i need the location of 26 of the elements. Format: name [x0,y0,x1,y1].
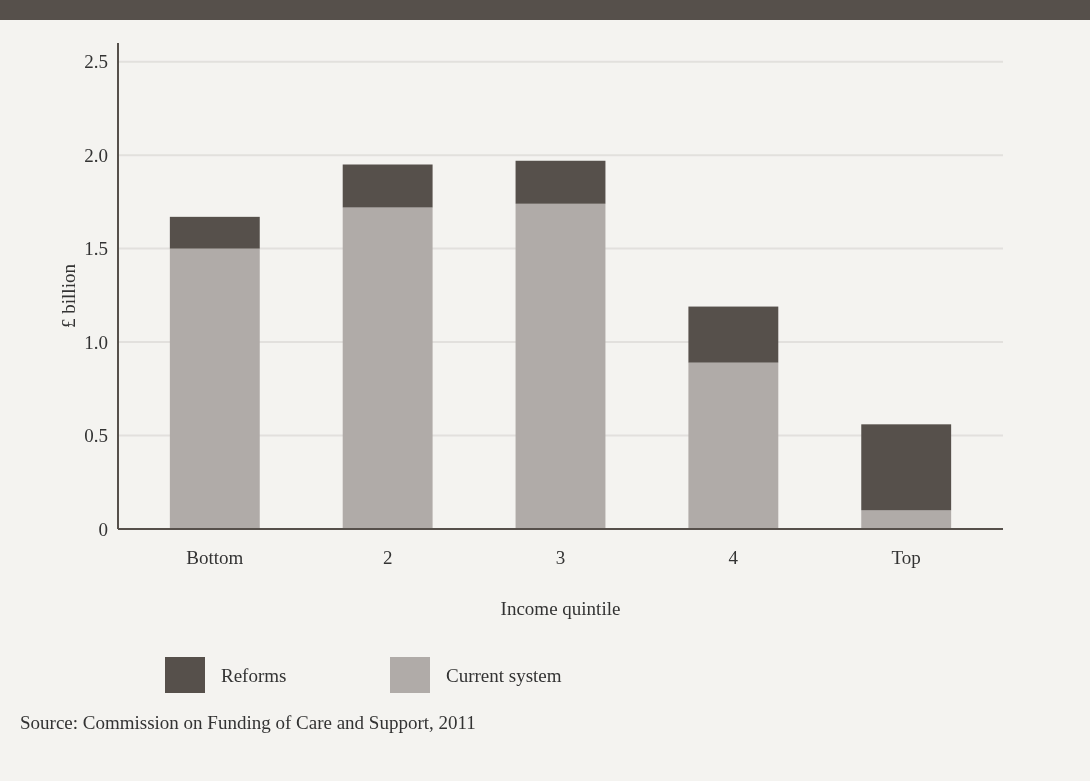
bar [515,160,606,204]
bar [342,207,433,529]
x-tick-label: Bottom [186,547,244,568]
bar [688,306,779,363]
x-tick-label: 4 [728,547,739,568]
y-tick-label: 1.5 [84,238,108,260]
bar [861,510,952,529]
x-axis-title: Income quintile [500,598,621,619]
y-axis-title: £ billion [58,263,79,328]
legend-label: Current system [446,664,562,686]
source-note: Source: Commission on Funding of Care and Support, 2011 [20,712,476,733]
bar [342,164,433,208]
bar [169,216,260,249]
x-tick-label: 3 [555,547,566,568]
bar [688,362,779,529]
x-tick-label: 2 [382,547,393,568]
y-tick-label: 0.5 [84,425,108,447]
bar [861,424,952,511]
bar [169,248,260,529]
legend-label: Reforms [221,664,287,686]
x-tick-label: Top [891,547,921,568]
bar [515,203,606,529]
y-tick-label: 2.5 [84,51,108,73]
y-tick-label: 2.0 [84,144,108,166]
y-tick-label: 0 [98,518,108,540]
y-tick-label: 1.0 [84,331,108,353]
